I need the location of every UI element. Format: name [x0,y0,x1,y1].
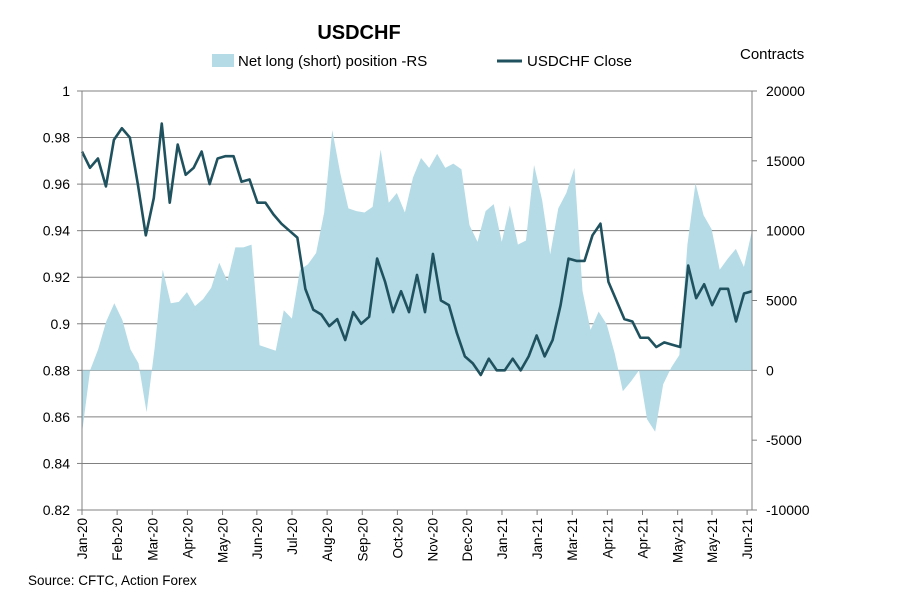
usdchf-close-line-layer [80,122,753,377]
legend: Net long (short) position -RS USDCHF Clo… [212,53,632,70]
right-tick-label: -5000 [766,432,802,448]
left-tick-label: 0.94 [43,223,70,239]
x-tick-label: May-21 [705,518,720,563]
left-tick-label: 0.92 [43,269,70,285]
left-tick-label: 1 [62,83,70,99]
left-tick-label: 0.88 [43,362,70,378]
x-tick-label: May-20 [216,518,231,563]
legend-line-label: USDCHF Close [527,53,632,70]
x-tick-label: Feb-20 [110,518,125,561]
right-axis-title: Contracts [740,46,804,63]
right-tick-label: -10000 [766,502,810,518]
left-tick-label: 0.98 [43,130,70,146]
x-axis-ticks: Jan-20 Feb-20 Mar-20 Apr-20 May-20 Jun-20 Jul-… [75,510,755,563]
right-axis-ticks: -10000 -5000 0 5000 10000 15000 20000 [752,83,810,518]
x-tick-label: Apr-20 [180,518,195,559]
right-tick-label: 10000 [766,223,805,239]
x-tick-label: Dec-20 [460,518,475,562]
left-tick-label: 0.84 [43,455,70,471]
chart-title: USDCHF [317,22,400,44]
usdchf-close-line [80,122,753,377]
right-tick-label: 0 [766,362,774,378]
x-tick-label: Jun-21 [740,518,755,559]
x-tick-label: Mar-20 [145,518,160,561]
x-tick-label: Jun-20 [250,518,265,559]
x-tick-label: Jul-20 [285,518,300,555]
legend-area-swatch [212,54,234,67]
right-tick-label: 5000 [766,293,797,309]
left-tick-label: 0.86 [43,409,70,425]
x-tick-label: Jan-20 [75,518,90,559]
net-position-area [82,130,752,434]
net-position-area-layer [82,130,752,434]
x-tick-label: Jan-21 [530,518,545,559]
x-tick-label: Nov-20 [426,518,441,562]
left-tick-label: 0.9 [51,316,71,332]
x-tick-label: Aug-20 [320,518,335,562]
right-tick-label: 20000 [766,83,805,99]
left-axis-ticks: 0.82 0.84 0.86 0.88 0.9 0.92 0.94 0.96 0.98 1 [43,83,82,518]
left-tick-label: 0.82 [43,502,70,518]
x-tick-label: Mar-21 [565,518,580,561]
x-tick-label: May-21 [671,518,686,563]
x-tick-label: Sep-20 [355,518,370,562]
x-tick-label: Apr-21 [600,518,615,559]
right-tick-label: 15000 [766,153,805,169]
source-note: Source: CFTC, Action Forex [28,573,197,588]
legend-area-label: Net long (short) position -RS [238,53,427,70]
x-tick-label: Apr-21 [636,518,651,559]
left-tick-label: 0.96 [43,176,70,192]
x-tick-label: Jan-21 [495,518,510,559]
x-tick-label: Oct-20 [390,518,405,559]
